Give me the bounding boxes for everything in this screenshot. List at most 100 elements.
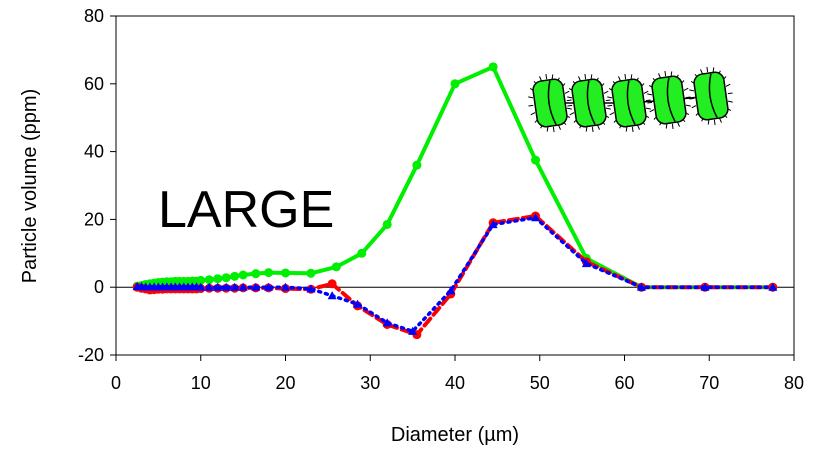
cilia [607, 96, 613, 99]
cilia [725, 83, 731, 87]
cylinder-body [693, 71, 729, 121]
data-point [230, 282, 240, 291]
cilia [605, 107, 611, 110]
cilia [609, 112, 615, 116]
cylinder-rim [666, 77, 676, 122]
data-point [700, 282, 710, 291]
cilia [584, 73, 587, 80]
data-point [204, 282, 214, 291]
data-point [581, 258, 591, 268]
x-tick-label: 40 [445, 373, 465, 393]
data-point [221, 282, 231, 291]
data-point [327, 291, 337, 300]
data-point [204, 275, 214, 285]
cylinder-particle [689, 66, 733, 126]
data-point [213, 274, 223, 284]
data-point [196, 282, 206, 291]
cilia [685, 104, 691, 107]
cilia [624, 73, 627, 80]
x-tick-label: 70 [699, 373, 719, 393]
cilia [645, 99, 651, 102]
large-annotation: LARGE [158, 181, 334, 239]
cylinder-particle [567, 73, 611, 133]
cilia [569, 112, 575, 116]
particle-chain-illustration [528, 66, 733, 133]
cilia [528, 96, 534, 99]
cilia [713, 119, 716, 126]
data-point [382, 219, 392, 229]
cilia [607, 104, 613, 107]
cilia [647, 101, 653, 104]
cilia [727, 100, 733, 103]
y-axis-ticks: -20 0 20 40 60 80 [78, 6, 116, 365]
data-point [636, 282, 646, 291]
cylinder-particle [607, 73, 651, 133]
cilia [643, 90, 649, 94]
data-point [221, 273, 231, 283]
y-axis-label: Particle volume (ppm) [19, 89, 41, 284]
x-axis-ticks: 0 10 20 30 40 50 60 70 80 [111, 355, 804, 393]
y-tick-label: 20 [84, 209, 104, 229]
data-point [488, 219, 498, 229]
data-point [331, 262, 341, 272]
cylinder-body [611, 78, 647, 128]
cilia [564, 90, 570, 94]
cilia [631, 126, 634, 133]
data-point [264, 268, 274, 278]
cilia [605, 99, 611, 102]
x-tick-label: 20 [275, 373, 295, 393]
data-point [238, 282, 248, 291]
data-point [281, 282, 290, 291]
cilia [671, 123, 674, 130]
cilia [683, 87, 689, 91]
x-tick-label: 80 [784, 373, 804, 393]
cilia [645, 107, 651, 110]
y-tick-label: 40 [84, 142, 104, 162]
cilia [566, 99, 572, 102]
data-point [251, 282, 261, 291]
x-tick-label: 10 [191, 373, 211, 393]
y-tick-label: 80 [84, 6, 104, 26]
cylinder-particle [647, 70, 691, 130]
data-point [230, 271, 240, 281]
data-point [531, 155, 541, 165]
cilia [545, 73, 548, 80]
series-group [132, 62, 778, 340]
cilia [647, 93, 653, 96]
cylinder-body [532, 78, 568, 128]
data-point [412, 160, 422, 170]
data-point [531, 213, 541, 222]
cylinder-body [571, 78, 607, 128]
cilia [689, 89, 695, 92]
cilia [528, 104, 534, 107]
data-point [488, 62, 498, 72]
data-point [238, 270, 248, 280]
cylinder-rim [547, 80, 557, 125]
data-point [408, 326, 418, 335]
cilia [691, 105, 697, 109]
x-tick-label: 30 [360, 373, 380, 393]
cilia [706, 66, 709, 73]
cylinder-body [651, 75, 687, 125]
cilia [727, 92, 733, 95]
data-point [446, 286, 456, 295]
cilia [530, 112, 536, 116]
cilia [591, 126, 594, 133]
data-point [327, 279, 337, 289]
data-point [196, 275, 206, 285]
cylinder-rim [626, 80, 636, 125]
cilia [567, 96, 573, 99]
y-tick-label: -20 [78, 345, 104, 365]
y-tick-label: 0 [94, 277, 104, 297]
data-point [251, 269, 261, 279]
cilia [567, 104, 573, 107]
data-point [768, 282, 778, 291]
cilia [603, 90, 609, 94]
y-tick-label: 60 [84, 74, 104, 94]
cilia [566, 107, 572, 110]
x-tick-label: 0 [111, 373, 121, 393]
cylinder-rim [708, 73, 718, 118]
x-axis-label: Diameter (µm) [391, 424, 519, 446]
x-tick-label: 50 [530, 373, 550, 393]
